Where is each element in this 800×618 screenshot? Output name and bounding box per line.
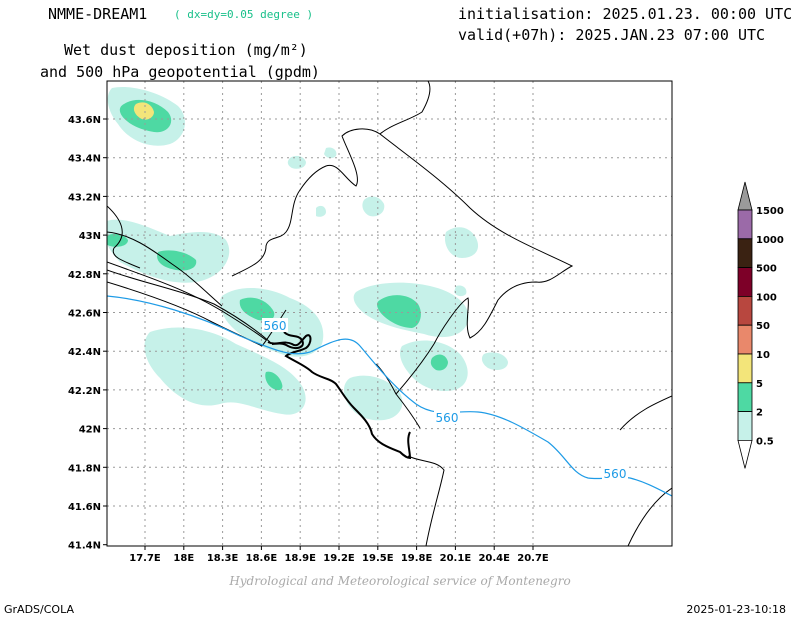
longitude-tick-label: 17.7E: [129, 553, 161, 564]
montenegro-coast: [267, 331, 412, 460]
latitude-tick-label: 43N: [79, 231, 101, 242]
deposition-patch: [287, 155, 306, 169]
border-serbia: [379, 133, 574, 345]
colorbar-level-label: 10: [756, 350, 770, 361]
latitude-tick-label: 42.2N: [68, 386, 101, 397]
longitude-axis: 17.7E 18E 18.3E 18.6E 18.9E 19.2E 19.5E 19.8E 20…: [129, 546, 549, 564]
longitude-tick-label: 18.3E: [207, 553, 239, 564]
grid-lines: [107, 81, 672, 546]
border-greece: [627, 487, 672, 546]
coastline-adriatic-inner: [107, 261, 267, 341]
coastline-croatia: [107, 205, 141, 269]
deposition-patch: [324, 147, 337, 159]
latitude-tick-label: 42.8N: [68, 270, 101, 281]
latitude-tick-label: 41.6N: [68, 502, 101, 513]
contour-label: 560: [264, 319, 287, 333]
colorbar-swatch: [737, 295, 753, 326]
colorbar-swatch: [737, 267, 753, 297]
latitude-tick-label: 41.8N: [68, 463, 101, 474]
colorbar-bottom-arrow: [737, 439, 753, 469]
deposition-patch: [265, 371, 283, 391]
colorbar-swatch: [737, 209, 753, 240]
colorbar-level-label: 2: [756, 408, 763, 419]
latitude-axis: 43.6N 43.4N 43.2N 43N 42.8N 42.6N 42.4N 42.2N 42…: [68, 115, 107, 552]
latitude-tick-label: 42.4N: [68, 347, 101, 358]
latitude-tick-label: 43.4N: [68, 154, 101, 165]
deposition-patch: [144, 327, 306, 415]
colorbar-swatch: [737, 324, 753, 355]
border-albania-south: [407, 455, 445, 546]
contour-label-bg: [434, 410, 460, 424]
colorbar-level-label: 1500: [756, 206, 784, 217]
colorbar-level-label: 5: [756, 379, 763, 390]
colorbar-level-label: 50: [756, 321, 770, 332]
latitude-tick-label: 42.6N: [68, 309, 101, 320]
deposition-patch: [430, 354, 448, 371]
deposition-patch: [133, 102, 154, 120]
colorbar-swatch: [737, 382, 753, 412]
valid-time: valid(+07h): 2025.JAN.23 07:00 UTC: [458, 26, 766, 44]
colorbar-top-arrow: [737, 181, 753, 211]
contour-label: 560: [436, 411, 459, 425]
longitude-tick-label: 18.6E: [246, 553, 278, 564]
colorbar-swatch: [737, 238, 753, 269]
latitude-tick-label: 43.2N: [68, 192, 101, 203]
colorbar-swatch: [737, 411, 753, 441]
variable-subtitle: and 500 hPa geopotential (gpdm): [40, 63, 320, 81]
contour-label-bg: [262, 318, 288, 332]
initialisation-time: initialisation: 2025.01.23. 00:00 UTC: [458, 5, 793, 23]
deposition-patch: [454, 285, 467, 297]
deposition-patch: [107, 233, 128, 247]
colorbar-level-label: 500: [756, 264, 777, 275]
latitude-tick-label: 43.6N: [68, 115, 101, 126]
coastline-montenegro: [267, 334, 412, 460]
longitude-tick-label: 18.9E: [284, 553, 316, 564]
colorbar-swatch: [737, 353, 753, 384]
contour-label-bg: [602, 466, 628, 480]
latitude-tick-label: 42N: [79, 425, 101, 436]
credit-text: Hydrological and Meteorological service …: [229, 574, 571, 588]
deposition-high: [133, 102, 154, 120]
deposition-patch: [362, 196, 385, 217]
model-resolution: ( dx=dy=0.05 degree ): [174, 8, 314, 21]
colorbar-level-label: 100: [756, 292, 777, 303]
longitude-tick-label: 20.4E: [478, 553, 510, 564]
footer-timestamp: 2025-01-23-10:18: [686, 603, 786, 616]
contour-label: 560: [604, 467, 627, 481]
border-macedonia: [619, 395, 672, 431]
border-albania: [375, 363, 397, 395]
coastline-croatia-2: [107, 231, 223, 307]
deposition-patch: [377, 295, 421, 328]
coastline-adriatic: [107, 269, 271, 343]
footer-software: GrADS/COLA: [4, 603, 74, 616]
deposition-patch: [444, 227, 479, 258]
map-area: [107, 81, 672, 546]
deposition-patch: [481, 352, 508, 370]
longitude-tick-label: 19.8E: [401, 553, 433, 564]
border-bosnia: [231, 81, 431, 277]
deposition-patch: [316, 205, 326, 217]
longitude-tick-label: 20.1E: [440, 553, 472, 564]
longitude-tick-label: 20.7E: [517, 553, 549, 564]
contour-labels: 560 560 560: [262, 318, 628, 481]
colorbar-legend: 1500 1000 500 100 50 10 5 2 0.5: [737, 181, 784, 469]
model-title: NMME-DREAM1: [48, 5, 148, 23]
longitude-tick-label: 19.5E: [362, 553, 394, 564]
deposition-patch: [157, 250, 197, 271]
deposition-patch: [343, 375, 403, 421]
geopotential-contour-560: [107, 295, 672, 497]
latitude-tick-label: 41.4N: [68, 541, 101, 552]
boka-bay: [271, 331, 304, 349]
longitude-tick-label: 19.2E: [323, 553, 355, 564]
variable-title: Wet dust deposition (mg/m²): [64, 41, 308, 59]
colorbar-level-label: 1000: [756, 235, 784, 246]
colorbar-level-label: 0.5: [756, 436, 774, 447]
deposition-patch: [239, 297, 275, 321]
map-frame: [106, 80, 673, 547]
longitude-tick-label: 18E: [173, 553, 194, 564]
